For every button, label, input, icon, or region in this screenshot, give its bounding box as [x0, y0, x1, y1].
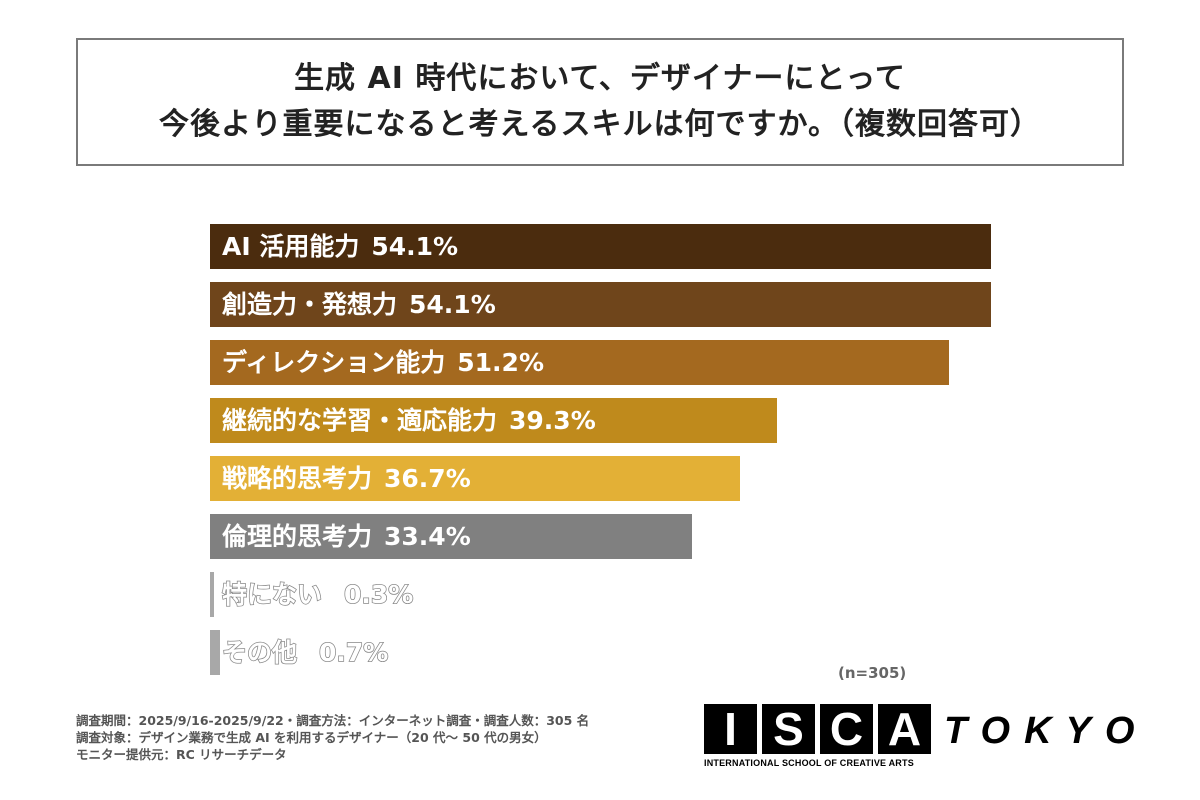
category-label: 継続的な学習・適応能力	[222, 406, 498, 435]
bar-label: 創造力・発想力 54.1%	[222, 282, 496, 327]
value-label: 54.1%	[371, 232, 459, 261]
category-label: ディレクション能力	[222, 348, 446, 377]
logo-subtitle: INTERNATIONAL SCHOOL OF CREATIVE ARTS	[704, 758, 914, 768]
logo-letter: I	[704, 704, 757, 754]
logo-tokyo: TOKYO	[944, 710, 1149, 752]
logo-letter: C	[820, 704, 873, 754]
value-label: 39.3%	[509, 406, 596, 435]
bar	[210, 398, 778, 443]
bar	[210, 224, 991, 269]
value-label: 36.7%	[384, 464, 471, 493]
bar-label: 継続的な学習・適応能力 39.3%	[222, 398, 596, 443]
chart-title: 生成 AI 時代において、デザイナーにとって 今後より重要になると考えるスキルは…	[76, 38, 1124, 166]
value-label: 54.1%	[409, 290, 496, 319]
value-label: 51.2%	[457, 348, 544, 377]
category-label: その他	[221, 637, 298, 668]
title-line-1: 生成 AI 時代において、デザイナーにとって	[294, 61, 906, 96]
category-label: 創造力・発想力	[222, 290, 398, 319]
bar	[210, 282, 991, 327]
footer-line: モニター提供元：RC リサーチデータ	[76, 747, 287, 762]
value-label: 0.7%	[318, 637, 389, 668]
bar	[210, 456, 740, 501]
bar	[210, 630, 221, 675]
bar-label: 戦略的思考力 36.7%	[222, 456, 471, 501]
value-label: 33.4%	[384, 522, 471, 551]
survey-footer: 調査期間：2025/9/16-2025/9/22・調査方法：インターネット調査・…	[76, 712, 589, 763]
footer-line: 調査期間：2025/9/16-2025/9/22・調査方法：インターネット調査・…	[76, 713, 590, 728]
bar	[210, 340, 950, 385]
bar	[210, 572, 215, 617]
category-label: 倫理的思考力	[222, 522, 373, 551]
logo-letter: A	[878, 704, 931, 754]
category-label: AI 活用能力	[222, 232, 360, 261]
logo-letter: S	[762, 704, 815, 754]
bar-chart: AI 活用能力 54.1% 創造力・発想力 54.1% ディレクション能力 51.2% 継続…	[210, 224, 991, 675]
title-line-2: 今後より重要になると考えるスキルは何ですか。（複数回答可）	[159, 107, 1041, 142]
category-label: 特にない	[221, 579, 323, 610]
bar-label: その他 0.7%	[221, 630, 389, 675]
bar-label: AI 活用能力 54.1%	[222, 224, 458, 269]
bar	[210, 514, 693, 559]
bar-label: 特にない 0.3%	[221, 572, 414, 617]
category-label: 戦略的思考力	[222, 464, 373, 493]
value-label: 0.3%	[343, 579, 414, 610]
bar-label: ディレクション能力 51.2%	[222, 340, 544, 385]
sample-size-note: (n=305)	[838, 664, 907, 682]
bar-label: 倫理的思考力 33.4%	[222, 514, 471, 559]
footer-line: 調査対象：デザイン業務で生成 AI を利用するデザイナー（20 代～ 50 代の…	[76, 730, 547, 745]
